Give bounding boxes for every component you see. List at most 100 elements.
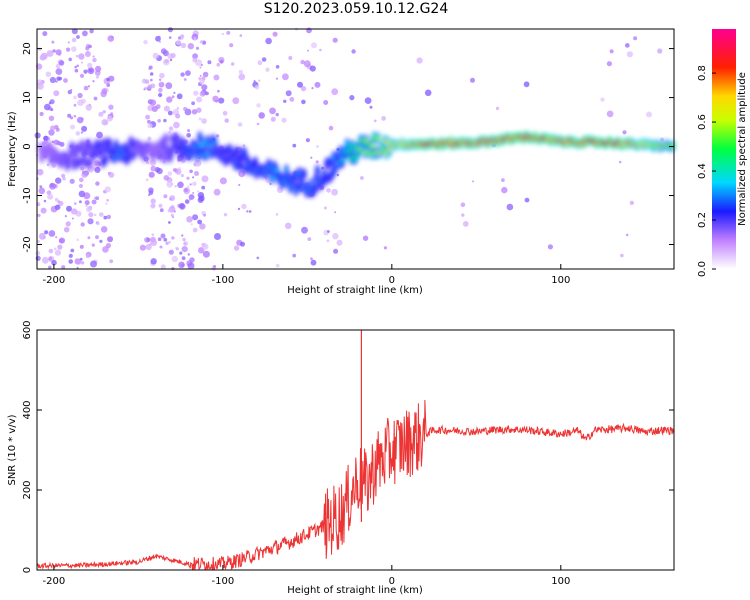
- spectrogram-noise-point: [81, 171, 88, 178]
- spectrogram-noise-point: [289, 97, 295, 102]
- spectrogram-noise-point: [172, 168, 177, 172]
- spectrogram-noise-point: [364, 97, 372, 104]
- spectrogram-noise-point: [100, 90, 107, 98]
- spectrogram-noise-point: [157, 237, 162, 241]
- spectrogram-noise-point: [167, 27, 173, 33]
- spectrogram-noise-point: [162, 50, 169, 57]
- spectrogram-noise-point: [310, 259, 317, 266]
- spectrogram-noise-point: [183, 106, 188, 112]
- spectrogram-noise-point: [501, 178, 505, 183]
- spectrogram-noise-point: [68, 57, 72, 62]
- spectrogram-noise-point: [303, 60, 311, 68]
- spectrogram-noise-point: [177, 167, 182, 171]
- spectrogram-noise-point: [194, 171, 199, 176]
- spectrogram-noise-point: [201, 175, 209, 183]
- spectrogram-noise-point: [54, 204, 61, 211]
- spectrogram-noise-point: [51, 259, 57, 266]
- spectrogram-noise-point: [150, 78, 153, 82]
- spectrogram-ridge-core: [370, 142, 376, 148]
- spectrogram-noise-point: [328, 125, 334, 131]
- spectrogram-ridge-core: [233, 148, 239, 154]
- spectrogram-noise-point: [199, 74, 202, 77]
- spectrogram-noise-point: [58, 76, 63, 81]
- spectrogram-noise-point: [253, 80, 256, 83]
- spectrogram-noise-point: [281, 117, 287, 123]
- spectrogram-noise-point: [217, 89, 220, 93]
- spectrogram-noise-point: [314, 81, 321, 88]
- spectrogram-noise-point: [36, 168, 44, 176]
- spectrogram-noise-point: [180, 72, 185, 77]
- spectrogram-noise-point: [256, 256, 260, 260]
- spectrogram-noise-point: [241, 203, 247, 210]
- spectrogram-noise-point: [193, 90, 199, 96]
- spectrogram-noise-point: [198, 117, 202, 121]
- spectrogram-noise-point: [461, 213, 465, 217]
- spectrogram-noise-point: [146, 237, 151, 242]
- spectrogram-noise-point: [145, 178, 149, 182]
- spectrogram-noise-point: [184, 199, 190, 204]
- spectrogram-noise-point: [261, 57, 267, 62]
- spectrogram-ridge-core: [98, 149, 104, 155]
- spectrogram-noise-point: [106, 83, 110, 87]
- spectrogram-noise-point: [275, 77, 279, 80]
- spectrogram-noise-point: [159, 208, 164, 213]
- spectrogram-noise-point: [106, 214, 112, 220]
- spectrogram-noise-point: [501, 186, 508, 194]
- spectrogram-noise-point: [59, 141, 65, 147]
- spectrogram-noise-point: [305, 138, 310, 143]
- spectrogram-noise-point: [52, 49, 56, 53]
- spectrogram-noise-point: [181, 234, 184, 237]
- spectrogram-noise-point: [48, 230, 56, 237]
- spectrogram-noise-point: [76, 238, 79, 242]
- spectrogram-noise-point: [81, 61, 83, 64]
- spectrogram-noise-point: [270, 116, 276, 122]
- spectrogram-noise-point: [75, 54, 79, 58]
- spectrogram-noise-point: [76, 64, 79, 68]
- spectrogram-noise-point: [216, 62, 221, 67]
- spectrogram-noise-point: [547, 244, 554, 250]
- spectrogram-noise-point: [275, 263, 280, 268]
- spectrogram-noise-point: [238, 73, 246, 81]
- spectrogram-noise-point: [35, 255, 41, 261]
- spectrogram-noise-point: [168, 36, 172, 39]
- spectrogram-noise-point: [55, 63, 61, 69]
- spectrogram-noise-point: [87, 218, 94, 225]
- spectrogram-noise-point: [78, 53, 85, 60]
- spectrogram-noise-point: [269, 107, 276, 115]
- snr-x-tick-label: 0: [389, 576, 395, 587]
- spectrogram-y-tick-label: -10: [22, 187, 33, 203]
- colorbar-tick-label: 0.4: [697, 163, 708, 179]
- spectrogram-ridge-core: [102, 157, 108, 163]
- spectrogram-noise-point: [54, 249, 62, 256]
- spectrogram-noise-point: [203, 213, 207, 217]
- spectrogram-noise-point: [331, 188, 338, 196]
- spectrogram-noise-point: [99, 239, 103, 243]
- colorbar-label: Normalized spectral amplitude: [737, 72, 748, 226]
- spectrogram-noise-point: [58, 60, 65, 66]
- spectrogram-noise-point: [148, 187, 154, 193]
- spectrogram-noise-point: [150, 258, 157, 265]
- spectrogram-noise-point: [105, 243, 111, 249]
- spectrogram-noise-point: [58, 237, 66, 244]
- spectrogram-ridge-core: [142, 153, 147, 159]
- spectrogram-noise-point: [150, 198, 156, 204]
- spectrogram-noise-point: [65, 221, 71, 227]
- spectrogram-noise-point: [659, 137, 665, 142]
- spectrogram-noise-point: [73, 95, 77, 100]
- spectrogram-noise-point: [92, 80, 95, 83]
- spectrogram-noise-point: [168, 221, 171, 224]
- spectrogram-noise-point: [159, 245, 163, 249]
- spectrogram-noise-point: [76, 116, 84, 124]
- spectrogram-noise-point: [167, 110, 173, 116]
- spectrogram-noise-point: [284, 222, 292, 230]
- spectrogram-noise-point: [109, 259, 114, 264]
- spectrogram-noise-point: [37, 82, 44, 90]
- spectrogram-noise-point: [165, 241, 169, 245]
- spectrogram-noise-point: [78, 183, 83, 189]
- spectrogram-noise-point: [472, 180, 475, 183]
- spectrogram-noise-point: [192, 181, 197, 186]
- spectrogram-noise-point: [183, 242, 186, 245]
- spectrogram-noise-point: [145, 114, 151, 120]
- spectrogram-noise-point: [98, 111, 104, 117]
- spectrogram-ridge-core: [356, 146, 362, 152]
